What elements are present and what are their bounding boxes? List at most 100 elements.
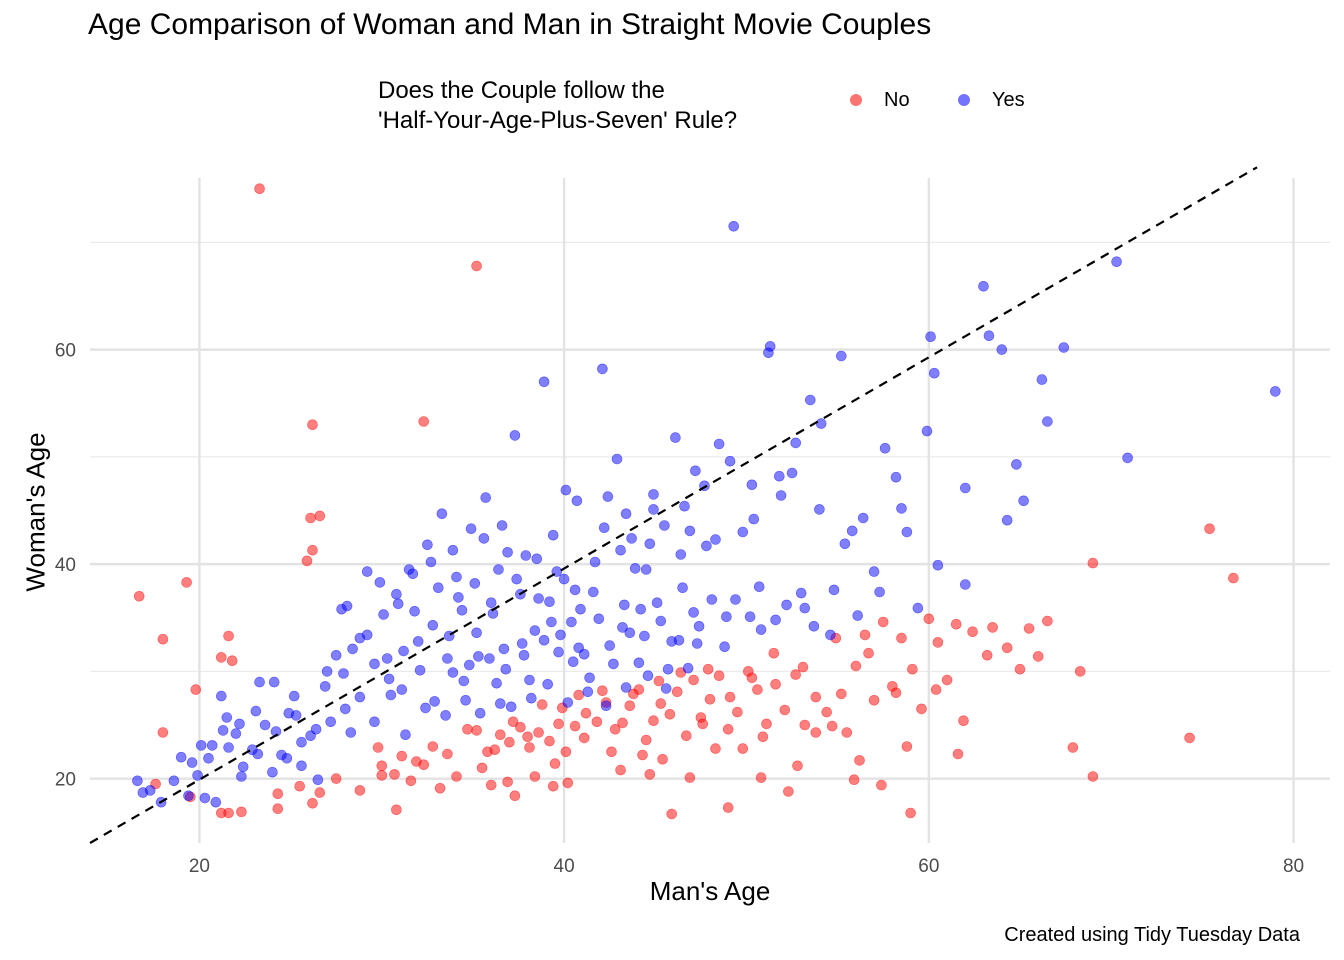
point-yes [361,566,373,577]
point-no [907,663,918,675]
point-yes [518,649,530,661]
point-no [702,663,714,675]
point-no [710,743,721,754]
point-yes [959,579,971,590]
point-yes [268,676,280,688]
reference-line [89,166,1258,844]
point-no [941,674,953,686]
point-no [254,183,265,194]
point-yes [447,544,459,556]
point-no [405,775,417,787]
point-yes [312,774,324,786]
point-no [896,632,907,644]
point-yes [790,437,802,449]
point-no [1014,663,1026,675]
y-tick-label: 60 [55,341,76,362]
point-yes [753,581,765,593]
point-yes [496,520,508,531]
x-axis-label: Man's Age [649,876,771,906]
point-yes [339,703,351,715]
point-no [792,760,803,772]
point-yes [186,757,198,768]
point-yes [425,556,437,568]
point-yes [604,640,616,651]
point-yes [996,344,1008,355]
point-no [609,723,621,735]
point-yes [828,584,840,596]
point-yes [770,614,781,626]
point-no [624,700,636,712]
point-yes [651,597,663,609]
point-yes [611,453,623,465]
point-no [905,807,916,819]
point-yes [682,662,694,674]
point-yes [460,694,471,706]
point-yes [648,489,659,500]
point-no [606,746,617,758]
point-no [509,790,521,802]
point-yes [932,559,944,571]
point-yes [1011,459,1022,470]
point-yes [566,616,577,628]
point-yes [1122,452,1133,464]
point-yes [928,367,940,379]
x-tick-label: 20 [189,856,210,877]
point-yes [547,529,559,541]
point-yes [644,538,656,550]
point-yes [562,697,574,708]
point-yes [691,638,703,649]
point-yes [524,674,535,686]
point-no [810,691,822,703]
point-no [752,684,763,695]
point-yes [555,629,566,641]
point-no [181,577,192,588]
point-yes [310,723,322,735]
point-no [562,777,574,789]
point-yes [453,592,464,603]
point-no [958,715,969,727]
legend-title-line-2: 'Half-Your-Age-Plus-Seven' Rule? [378,107,738,134]
point-yes [267,766,278,778]
point-yes [361,629,373,641]
point-yes [1036,374,1048,385]
point-yes [217,725,229,736]
point-yes [629,563,641,574]
point-yes [381,653,393,664]
point-yes [587,586,599,598]
point-yes [374,577,386,588]
point-yes [538,634,550,646]
point-no [1228,572,1239,584]
point-yes [721,611,732,623]
point-yes [808,620,820,632]
point-yes [578,648,590,660]
point-yes [719,641,730,653]
x-tick-label: 60 [918,856,939,877]
point-yes [458,675,470,687]
point-no [427,741,439,752]
point-no [916,703,927,715]
point-yes [857,512,869,524]
point-no [489,744,501,756]
point-no [451,771,462,782]
point-yes [230,728,242,739]
chart-caption: Created using Tidy Tuesday Data [1004,924,1300,946]
point-yes [799,602,811,614]
legend-label-yes: Yes [992,88,1025,111]
point-yes [409,605,420,617]
point-no [653,675,665,687]
point-yes [921,425,933,437]
point-no [664,708,676,720]
point-no [462,723,473,735]
point-yes [451,571,462,583]
point-yes [1111,256,1122,268]
point-no [932,637,944,648]
point-yes [234,718,245,730]
point-no [533,727,544,738]
point-yes [670,432,681,443]
point-yes [478,533,490,544]
point-no [216,652,227,663]
point-yes [571,495,583,507]
point-yes [403,564,415,575]
y-axis-label: Woman's Age [20,432,51,592]
point-no [133,590,145,602]
